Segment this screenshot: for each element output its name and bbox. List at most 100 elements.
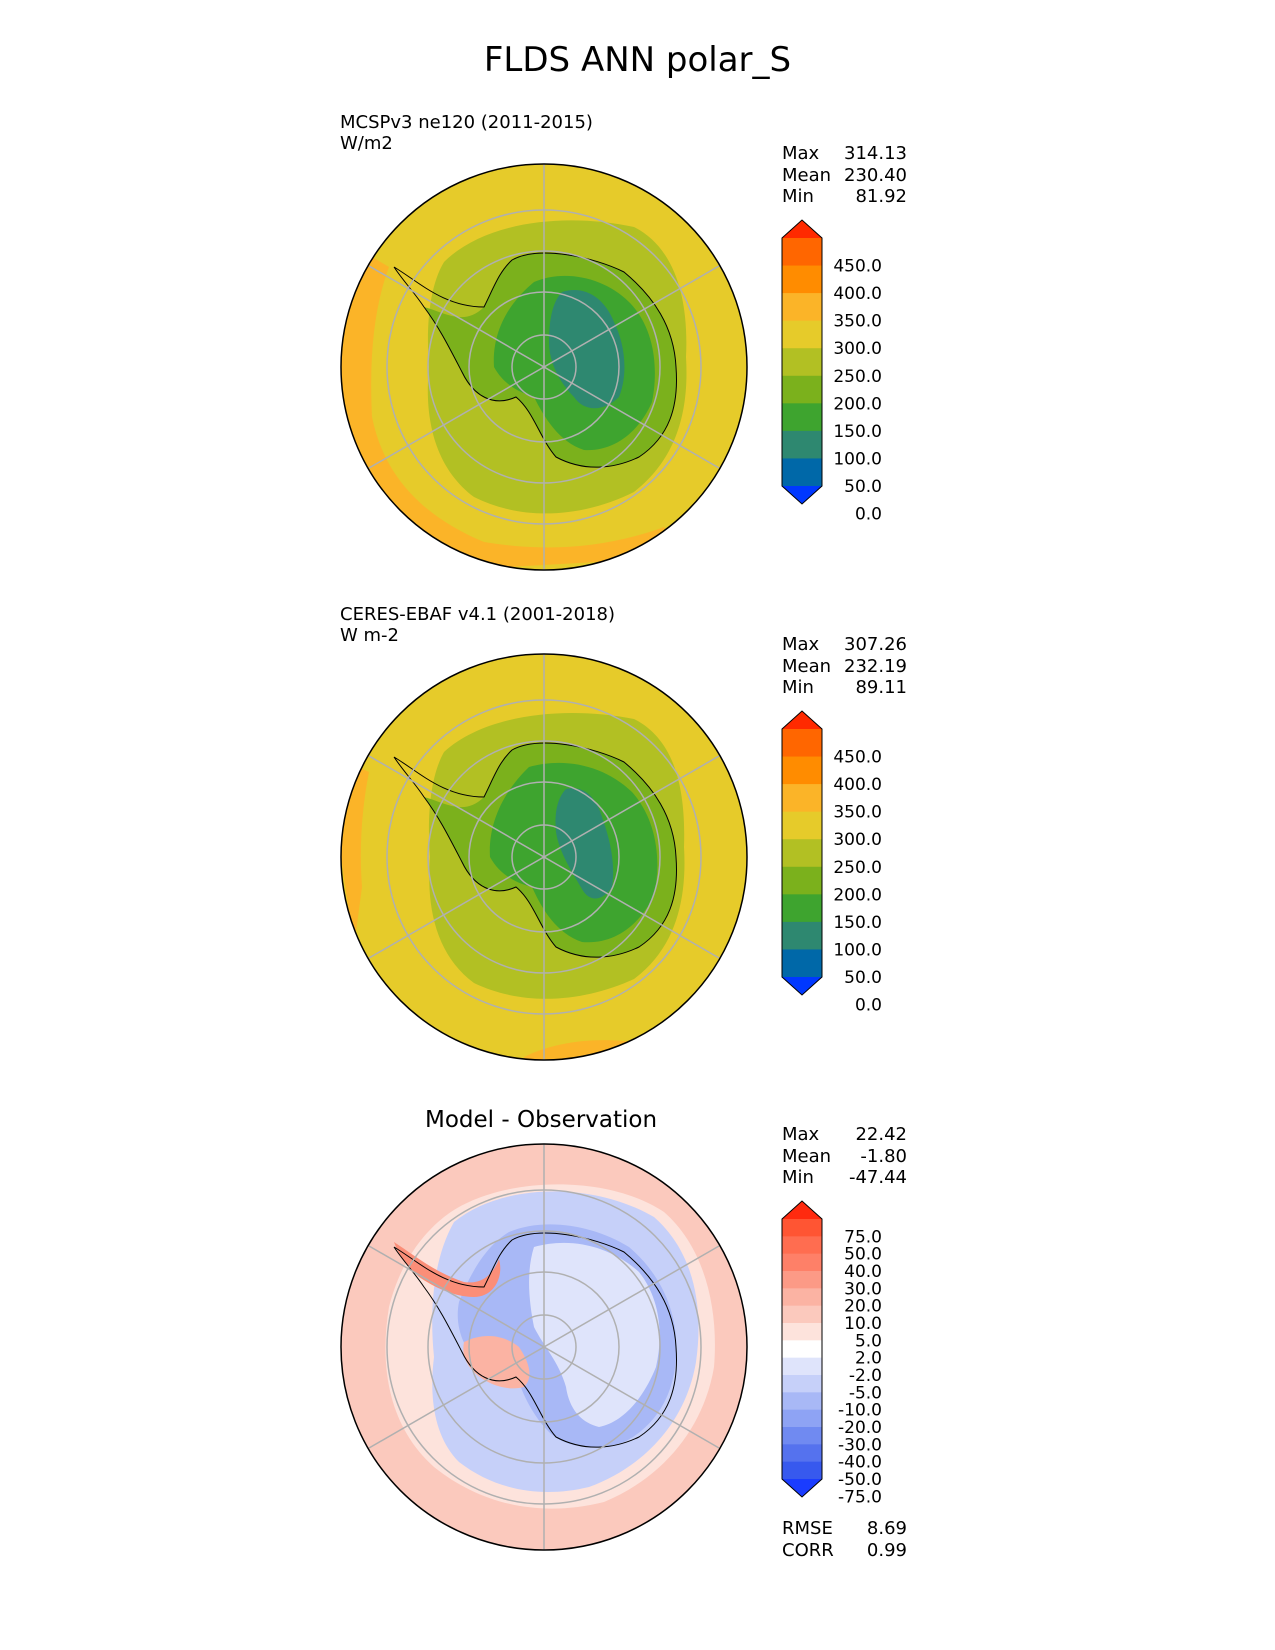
colorbar-tick-label: -75.0 bbox=[838, 1487, 882, 1507]
panel-test-label: MCSPv3 ne120 (2011-2015) W/m2 bbox=[340, 112, 593, 154]
colorbar-tick-label: 75.0 bbox=[844, 1227, 882, 1247]
panel-diff-stats: Max 22.42 Mean -1.80 Min -47.44 bbox=[782, 1124, 907, 1189]
colorbar-tick-label: 30.0 bbox=[844, 1279, 882, 1299]
panel-test-stats: Max 314.13 Mean 230.40 Min 81.92 bbox=[782, 143, 907, 208]
colorbar-tick-label: 200.0 bbox=[833, 885, 882, 905]
colorbar-segment bbox=[782, 430, 822, 459]
panel-ref-units: W m-2 bbox=[340, 625, 400, 646]
colorbar-segment bbox=[782, 265, 822, 294]
stat-mean: Mean 232.19 bbox=[782, 655, 907, 677]
colorbar-segment bbox=[782, 1271, 822, 1289]
stat-max: Max 22.42 bbox=[782, 1124, 907, 1145]
colorbar-outline bbox=[781, 219, 823, 505]
stat-min: Min 89.11 bbox=[782, 677, 907, 698]
colorbar-segment bbox=[782, 293, 822, 322]
colorbar-segment bbox=[782, 238, 822, 267]
colorbar-ref: 450.0 400.0 350.0 300.0 250.0 200.0 150.0 100.0… bbox=[781, 710, 882, 1016]
colorbar-diff: 75.050.040.030.020.010.05.02.0-2.0-5.0-1… bbox=[781, 1200, 882, 1507]
figure-title: FLDS ANN polar_S bbox=[483, 40, 792, 80]
colorbar-segment bbox=[782, 921, 822, 950]
colorbar-segment bbox=[782, 1409, 822, 1428]
colorbar-tick-label: 200.0 bbox=[833, 394, 882, 414]
colorbar-tick-label: 50.0 bbox=[844, 1245, 882, 1265]
colorbar-outline bbox=[781, 1200, 823, 1498]
colorbar-segment bbox=[782, 1392, 822, 1411]
colorbar-segment bbox=[782, 1236, 822, 1255]
colorbar-segment bbox=[782, 1357, 822, 1376]
colorbar-segment bbox=[782, 458, 822, 487]
stat-mean: Mean 230.40 bbox=[782, 164, 907, 186]
panel-test-units: W/m2 bbox=[340, 133, 393, 154]
colorbar-extend-max bbox=[782, 1201, 822, 1219]
colorbar-tick-label: 100.0 bbox=[833, 940, 882, 960]
colorbar-tick-label: 0.0 bbox=[855, 505, 882, 525]
colorbar-tick-label: -2.0 bbox=[849, 1366, 882, 1386]
colorbar-tick-label: 0.0 bbox=[855, 996, 882, 1016]
colorbar-tick-label: 400.0 bbox=[833, 775, 882, 795]
colorbar-segment bbox=[782, 1444, 822, 1463]
colorbar-extend-min bbox=[782, 977, 822, 995]
stat-min: Min -47.44 bbox=[782, 1167, 907, 1188]
metric-rmse: RMSE 8.69 bbox=[782, 1518, 907, 1539]
colorbar-segment bbox=[782, 403, 822, 432]
colorbar-tick-label: 2.0 bbox=[855, 1349, 882, 1369]
colorbar-tick-label: 50.0 bbox=[844, 477, 882, 497]
colorbar-extend-max bbox=[782, 711, 822, 729]
polar-map-ref bbox=[340, 653, 748, 1061]
colorbar-outline bbox=[781, 710, 823, 996]
colorbar-tick-label: 40.0 bbox=[844, 1262, 882, 1282]
colorbar-tick-label: 300.0 bbox=[833, 339, 882, 359]
colorbar-segment bbox=[782, 811, 822, 840]
stat-mean: Mean -1.80 bbox=[782, 1145, 907, 1167]
colorbar-segment bbox=[782, 1305, 822, 1324]
colorbar-segment bbox=[782, 1288, 822, 1307]
stat-max: Max 314.13 bbox=[782, 143, 907, 164]
colorbar-segment bbox=[782, 375, 822, 404]
colorbar-segment bbox=[782, 1340, 822, 1359]
colorbar-tick-label: 450.0 bbox=[833, 257, 882, 277]
colorbar-extend-min bbox=[782, 1479, 822, 1497]
colorbar-segment bbox=[782, 1461, 822, 1480]
colorbar-tick-label: -10.0 bbox=[838, 1401, 882, 1421]
colorbar-segment bbox=[782, 348, 822, 377]
colorbar-segment bbox=[782, 894, 822, 923]
colorbar-segment bbox=[782, 839, 822, 868]
colorbar-tick-label: 400.0 bbox=[833, 284, 882, 304]
colorbar-segment bbox=[782, 1323, 822, 1341]
colorbar-segment bbox=[782, 1375, 822, 1393]
panel-ref-label: CERES-EBAF v4.1 (2001-2018) W m-2 bbox=[340, 604, 615, 646]
panel-ref-stats: Max 307.26 Mean 232.19 Min 89.11 bbox=[782, 634, 907, 699]
colorbar-tick-label: 100.0 bbox=[833, 449, 882, 469]
colorbar-segment bbox=[782, 756, 822, 785]
colorbar-tick-label: 350.0 bbox=[833, 803, 882, 823]
stat-min: Min 81.92 bbox=[782, 186, 907, 207]
colorbar-segment bbox=[782, 729, 822, 758]
colorbar-segment bbox=[782, 949, 822, 978]
colorbar-tick-label: 10.0 bbox=[844, 1314, 882, 1334]
panel-diff-title: Model - Observation bbox=[425, 1107, 658, 1133]
colorbar-segment bbox=[782, 784, 822, 813]
metric-corr: CORR 0.99 bbox=[782, 1539, 907, 1561]
colorbar-extend-min bbox=[782, 486, 822, 504]
colorbar-segment bbox=[782, 1427, 822, 1445]
colorbar-tick-label: 250.0 bbox=[833, 367, 882, 387]
colorbar-test: 450.0 400.0 350.0 300.0 250.0 200.0 150.0 100.0… bbox=[781, 219, 882, 525]
polar-map-diff bbox=[340, 1143, 748, 1551]
stat-max: Max 307.26 bbox=[782, 634, 907, 655]
colorbar-segment bbox=[782, 866, 822, 895]
colorbar-extend-max bbox=[782, 220, 822, 238]
colorbar-tick-label: 250.0 bbox=[833, 858, 882, 878]
colorbar-tick-label: 150.0 bbox=[833, 913, 882, 933]
colorbar-tick-label: -50.0 bbox=[838, 1470, 882, 1490]
colorbar-segment bbox=[782, 1253, 822, 1272]
colorbar-tick-label: 5.0 bbox=[855, 1331, 882, 1351]
colorbar-segment bbox=[782, 320, 822, 349]
panel-test-label-line1: MCSPv3 ne120 (2011-2015) bbox=[340, 112, 593, 133]
colorbar-tick-label: 50.0 bbox=[844, 968, 882, 988]
colorbar-tick-label: -40.0 bbox=[838, 1453, 882, 1473]
colorbar-tick-label: 300.0 bbox=[833, 830, 882, 850]
colorbar-tick-label: -20.0 bbox=[838, 1418, 882, 1438]
colorbar-tick-label: 450.0 bbox=[833, 748, 882, 768]
colorbar-tick-label: 150.0 bbox=[833, 422, 882, 442]
colorbar-segment bbox=[782, 1219, 822, 1237]
